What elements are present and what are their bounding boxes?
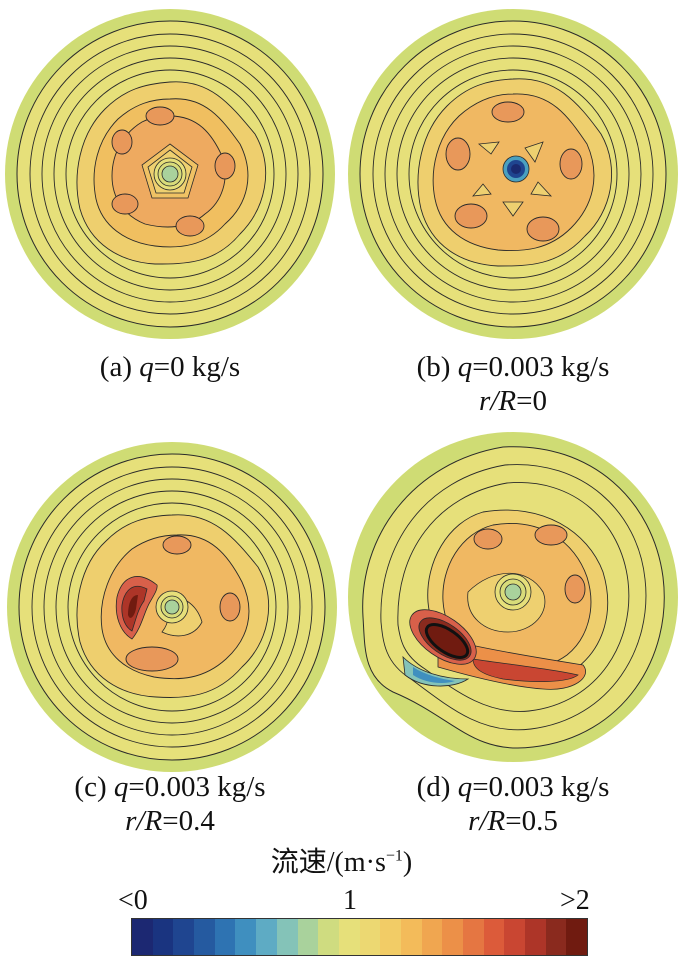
colorbar-swatch <box>338 919 360 955</box>
caption-r-symbol: r/R <box>125 805 163 837</box>
caption-q-value: =0.003 kg/s <box>472 771 610 803</box>
caption-r-symbol: r/R <box>468 805 506 837</box>
colorbar-swatch <box>442 919 463 955</box>
caption-q-value: =0 kg/s <box>153 351 241 383</box>
colorbar-swatch <box>483 919 505 955</box>
colorbar-swatch <box>214 919 236 955</box>
panel-c <box>2 437 342 777</box>
legend-tick-min: <0 <box>118 885 148 916</box>
colorbar-swatch <box>463 919 484 955</box>
colorbar-swatch <box>525 919 546 955</box>
caption-d: (d) q=0.003 kg/s r/R=0.5 <box>343 770 683 838</box>
colorbar-swatch <box>173 919 195 955</box>
caption-q-symbol: q <box>457 771 473 803</box>
caption-letter: (b) <box>416 351 451 383</box>
colorbar-swatch <box>421 919 443 955</box>
caption-q-symbol: q <box>139 351 154 383</box>
panel-b <box>343 4 683 344</box>
caption-q-symbol: q <box>113 771 129 803</box>
caption-r-symbol: r/R <box>479 385 517 417</box>
colorbar-swatch <box>566 919 588 955</box>
caption-q-value: =0.003 kg/s <box>472 351 610 383</box>
colorbar-swatch <box>194 919 215 955</box>
caption-c: (c) q=0.003 kg/s r/R=0.4 <box>0 770 340 838</box>
legend-tick-mid: 1 <box>343 885 357 916</box>
caption-r-value: =0.5 <box>505 805 558 837</box>
panel-a <box>0 4 340 344</box>
colorbar-swatch <box>235 919 257 955</box>
caption-r-value: =0 <box>516 385 547 417</box>
caption-q-symbol: q <box>457 351 473 383</box>
contour-plot-a <box>5 9 335 339</box>
caption-letter: (d) <box>416 771 451 803</box>
colorbar-swatch <box>318 919 339 955</box>
colorbar-swatch <box>545 919 567 955</box>
legend-tick-max: >2 <box>560 885 590 916</box>
legend-title-exponent: −1 <box>385 847 403 865</box>
colorbar <box>131 918 588 956</box>
colorbar-swatch <box>400 919 422 955</box>
caption-letter: (c) <box>74 771 107 803</box>
colorbar-swatch <box>256 919 277 955</box>
colorbar-swatch <box>359 919 381 955</box>
caption-r-value: =0.4 <box>162 805 215 837</box>
colorbar-swatch <box>504 919 526 955</box>
legend-title-close: ) <box>402 847 413 878</box>
colorbar-swatch <box>152 919 174 955</box>
contour-plot-c <box>7 442 337 772</box>
caption-b: (b) q=0.003 kg/s r/R=0 <box>343 350 683 418</box>
colorbar-swatch <box>276 919 298 955</box>
colorbar-swatch <box>380 919 401 955</box>
panel-d <box>343 427 683 767</box>
caption-letter: (a) <box>99 351 132 383</box>
legend-title: 流速/(m·s−1) <box>0 840 683 880</box>
contour-plot-d <box>348 432 678 762</box>
colorbar-swatch <box>132 919 153 955</box>
caption-a: (a) q=0 kg/s <box>0 350 340 384</box>
legend-title-main: 流速/(m·s <box>270 847 386 878</box>
contour-plot-b <box>348 9 678 339</box>
colorbar-swatch <box>297 919 319 955</box>
caption-q-value: =0.003 kg/s <box>128 771 266 803</box>
